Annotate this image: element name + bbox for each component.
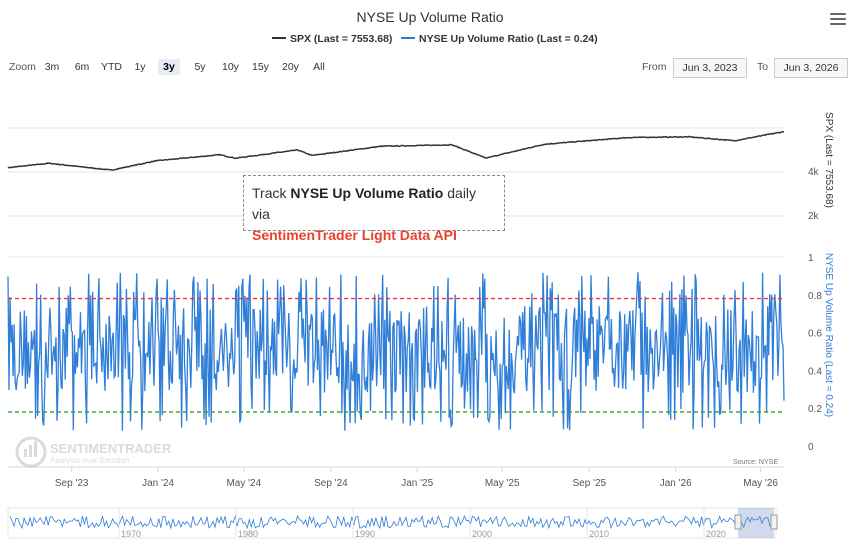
x-tick-label: Sep '25: [572, 478, 606, 489]
navigator-right-handle[interactable]: [770, 514, 778, 530]
navigator-left-handle[interactable]: [734, 514, 742, 530]
hamburger-menu-icon[interactable]: [830, 13, 846, 27]
ratio-tick-label: 0.4: [808, 366, 822, 377]
navigator-year-label: 2020: [706, 529, 726, 539]
to-date-input[interactable]: Jun 3, 2026: [774, 58, 848, 78]
watermark-bar-icon: [34, 441, 37, 457]
legend-item-spx[interactable]: SPX (Last = 7553.68): [272, 33, 392, 45]
watermark-bar-icon: [24, 449, 27, 457]
legend-label-spx: SPX (Last = 7553.68): [290, 33, 392, 45]
source-note: Source: NYSE: [733, 459, 778, 466]
chart-title: NYSE Up Volume Ratio: [356, 9, 503, 25]
promo-suffix: daily via: [252, 185, 477, 222]
zoom-button-6m[interactable]: 6m: [74, 61, 90, 73]
navigator-series-line: [9, 514, 775, 530]
watermark-circle-icon: [15, 436, 47, 468]
navigator-year-label: 2010: [589, 529, 609, 539]
zoom-label: Zoom: [9, 61, 36, 73]
spx-y-axis: 4k 2k: [808, 167, 820, 222]
api-promo-box[interactable]: Track NYSE Up Volume Ratio daily via Sen…: [243, 175, 505, 243]
x-tick-label: Sep '24: [314, 478, 348, 489]
promo-link[interactable]: SentimenTrader Light Data API: [252, 227, 457, 243]
zoom-button-all[interactable]: All: [313, 61, 325, 73]
zoom-button-15y[interactable]: 15y: [252, 61, 269, 73]
legend: SPX (Last = 7553.68) NYSE Up Volume Rati…: [272, 33, 598, 45]
promo-line-1: Track NYSE Up Volume Ratio daily via: [252, 183, 496, 225]
navigator[interactable]: 1970 1980 1990 2000 2010 2020: [7, 507, 778, 539]
watermark-bar-icon: [29, 445, 32, 457]
spx-axis-title: SPX (Last = 7553.68): [823, 112, 834, 208]
zoom-button-5y[interactable]: 5y: [194, 61, 206, 73]
ratio-tick-label: 1: [808, 253, 814, 264]
up-volume-ratio-series-line: [7, 272, 785, 431]
zoom-button-10y[interactable]: 10y: [222, 61, 239, 73]
zoom-button-20y[interactable]: 20y: [282, 61, 299, 73]
ratio-tick-label: 0.8: [808, 291, 822, 302]
navigator-year-label: 1970: [121, 529, 141, 539]
from-date-input[interactable]: Jun 3, 2023: [673, 58, 747, 78]
zoom-button-1y[interactable]: 1y: [134, 61, 146, 73]
zoom-button-3m[interactable]: 3m: [44, 61, 60, 73]
x-tick-label: May '26: [743, 478, 778, 489]
watermark-tagline: Analysis over Emotion: [50, 456, 129, 465]
x-tick-label: May '25: [485, 478, 520, 489]
navigator-year-labels: 1970 1980 1990 2000 2010 2020: [118, 508, 726, 539]
promo-prefix: Track: [252, 185, 291, 201]
ratio-tick-label: 0.6: [808, 329, 822, 340]
ratio-axis-title: NYSE Up Volume Ratio (Last = 0.24): [823, 253, 834, 417]
x-tick-label: Sep '23: [55, 478, 89, 489]
navigator-year-label: 1980: [238, 529, 258, 539]
navigator-year-label: 1990: [355, 529, 375, 539]
ratio-tick-label: 0.2: [808, 404, 822, 415]
ratio-y-axis: 0 0.2 0.4 0.6 0.8 1: [808, 253, 822, 453]
legend-item-up-volume[interactable]: NYSE Up Volume Ratio (Last = 0.24): [401, 33, 598, 45]
zoom-button-ytd[interactable]: YTD: [101, 61, 122, 73]
to-label: To: [757, 61, 769, 73]
navigator-selected-range[interactable]: [738, 508, 774, 538]
from-label: From: [642, 61, 667, 73]
spx-tick-label: 4k: [808, 167, 820, 178]
navigator-year-label: 2000: [472, 529, 492, 539]
watermark-logo: SENTIMENTRADER Analysis over Emotion: [15, 436, 172, 468]
x-tick-label: Jan '24: [142, 478, 174, 489]
x-tick-label: May '24: [226, 478, 261, 489]
promo-bold: NYSE Up Volume Ratio: [290, 185, 444, 201]
x-tick-label: Jan '26: [660, 478, 692, 489]
spx-series-line: [7, 131, 785, 171]
ratio-tick-label: 0: [808, 442, 814, 453]
zoom-button-3y[interactable]: 3y: [158, 59, 180, 75]
legend-label-up-volume: NYSE Up Volume Ratio (Last = 0.24): [419, 33, 598, 45]
spx-tick-label: 2k: [808, 211, 820, 222]
watermark-brand: SENTIMENTRADER: [50, 441, 172, 456]
x-tick-label: Jan '25: [401, 478, 433, 489]
x-axis: Sep '23 Jan '24 May '24 Sep '24 Jan '25 May '…: [55, 467, 778, 489]
